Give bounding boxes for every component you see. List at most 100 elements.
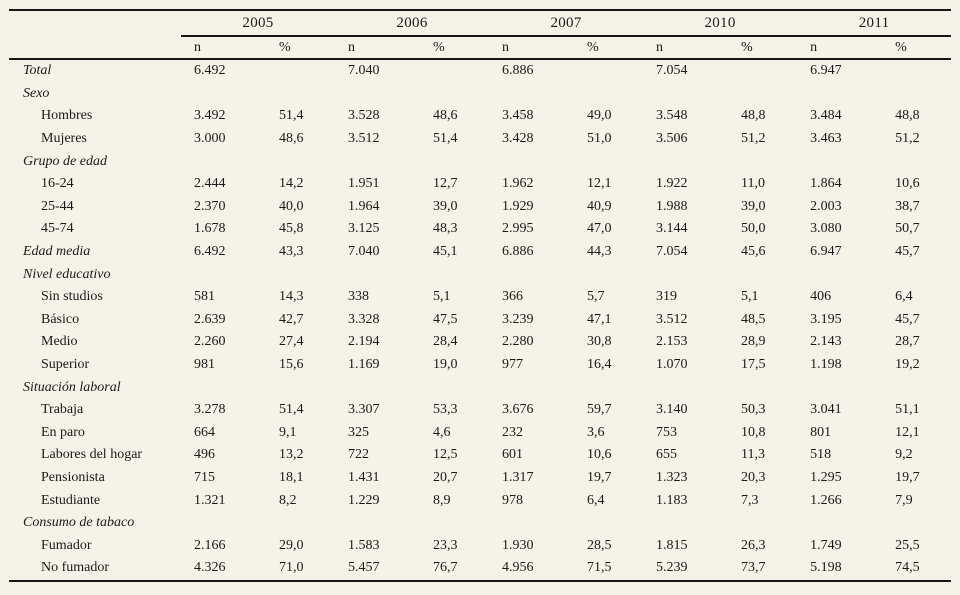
cell-pct: 10,8 [741,424,766,440]
cell-pct [258,263,335,286]
cell-pct: 25,5 [895,537,920,553]
cell-pct: 8,9 [433,492,451,508]
cell-n [489,263,566,286]
cell-n [335,150,412,173]
pct-column-header: % [412,36,490,60]
row-label: Mujeres [41,131,87,147]
row-label: Consumo de tabaco [23,515,135,531]
cell-n: 2.143 [810,334,842,350]
cell-pct: 8,2 [279,492,297,508]
cell-n: 1.266 [810,492,842,508]
table-row: Total 6.492 7.040 6.886 7.054 6.947 [9,59,951,83]
cell-n: 1.930 [502,537,534,553]
cell-n: 1.321 [194,492,226,508]
table-row: Fumador 2.166 29,0 1.583 23,3 1.930 28,5 1.815 2… [9,534,951,557]
cell-pct: 48,8 [895,108,920,124]
cell-pct: 45,7 [895,311,920,327]
cell-n: 3.239 [502,311,534,327]
cell-n: 2.370 [194,198,226,214]
cell-pct: 45,1 [433,244,458,260]
cell-pct: 9,2 [895,447,913,463]
cell-pct: 9,1 [279,424,297,440]
cell-n: 1.198 [810,357,842,373]
cell-n [181,263,258,286]
cell-n: 3.463 [810,131,842,147]
pct-column-header: % [874,36,952,60]
cell-n: 3.676 [502,402,534,418]
cell-n [797,150,874,173]
cell-pct: 48,6 [433,108,458,124]
cell-n: 581 [194,289,215,305]
cell-n: 4.326 [194,560,226,576]
cell-pct: 14,3 [279,289,304,305]
cell-n [335,83,412,106]
cell-n: 1.922 [656,176,688,192]
cell-pct: 19,7 [587,469,612,485]
cell-n [181,150,258,173]
pct-column-header: % [258,36,336,60]
cell-n: 4.956 [502,560,534,576]
cell-pct: 40,9 [587,198,612,214]
row-label: 45-74 [41,221,74,237]
cell-n: 319 [656,289,678,305]
year-header-row: 2005 2006 2007 2010 2011 [9,10,952,37]
cell-n [335,376,412,399]
cell-n: 1.183 [656,492,688,508]
cell-n: 3.140 [656,402,688,418]
cell-pct: 15,6 [279,357,304,373]
cell-pct: 43,3 [279,244,304,260]
cell-n: 3.328 [348,311,380,327]
cell-pct: 47,0 [587,221,612,237]
row-label: Grupo de edad [23,153,107,169]
cell-pct: 28,5 [587,537,612,553]
cell-n: 1.583 [348,537,380,553]
cell-n: 2.280 [502,334,534,350]
cell-n: 3.125 [348,221,380,237]
cell-pct: 74,5 [895,560,920,576]
cell-pct [720,376,797,399]
cell-pct: 44,3 [587,244,612,260]
cell-pct [720,59,797,83]
cell-pct [412,376,489,399]
cell-pct: 51,2 [741,131,766,147]
cell-n: 3.041 [810,402,842,418]
row-label: Total [23,63,52,79]
cell-n: 981 [194,357,215,373]
cell-n: 753 [656,424,678,440]
cell-n: 2.639 [194,311,226,327]
pct-column-header: % [720,36,798,60]
cell-n: 1.070 [656,357,688,373]
row-label: Hombres [41,108,93,124]
cell-pct [874,59,951,83]
row-label: Nivel educativo [23,266,111,282]
row-label: Trabaja [41,402,84,418]
cell-n: 715 [194,469,215,485]
cell-pct: 19,7 [895,469,920,485]
cell-pct: 26,3 [741,537,766,553]
cell-pct [720,83,797,106]
cell-pct: 51,0 [587,131,612,147]
cell-pct: 48,3 [433,221,458,237]
cell-n: 1.678 [194,221,226,237]
row-label: Básico [41,311,80,327]
cell-pct [720,263,797,286]
cell-pct: 29,0 [279,537,304,553]
cell-pct: 45,8 [279,221,304,237]
cell-pct: 47,5 [433,311,458,327]
cell-n: 2.194 [348,334,380,350]
cell-n: 7.054 [656,63,688,79]
cell-n: 722 [348,447,370,463]
cell-n: 2.444 [194,176,226,192]
cell-n: 1.929 [502,198,534,214]
table-row: 45-74 1.678 45,8 3.125 48,3 2.995 47,0 3.144 50,… [9,218,951,241]
cell-pct: 73,7 [741,560,766,576]
row-label: Fumador [41,537,92,553]
row-label: Sexo [23,85,50,101]
cell-n: 1.431 [348,469,380,485]
cell-n: 6.492 [194,63,226,79]
cell-n: 3.307 [348,402,380,418]
cell-n [643,512,720,535]
cell-pct: 50,7 [895,221,920,237]
cell-pct: 71,0 [279,560,304,576]
cell-n: 7.040 [348,63,380,79]
